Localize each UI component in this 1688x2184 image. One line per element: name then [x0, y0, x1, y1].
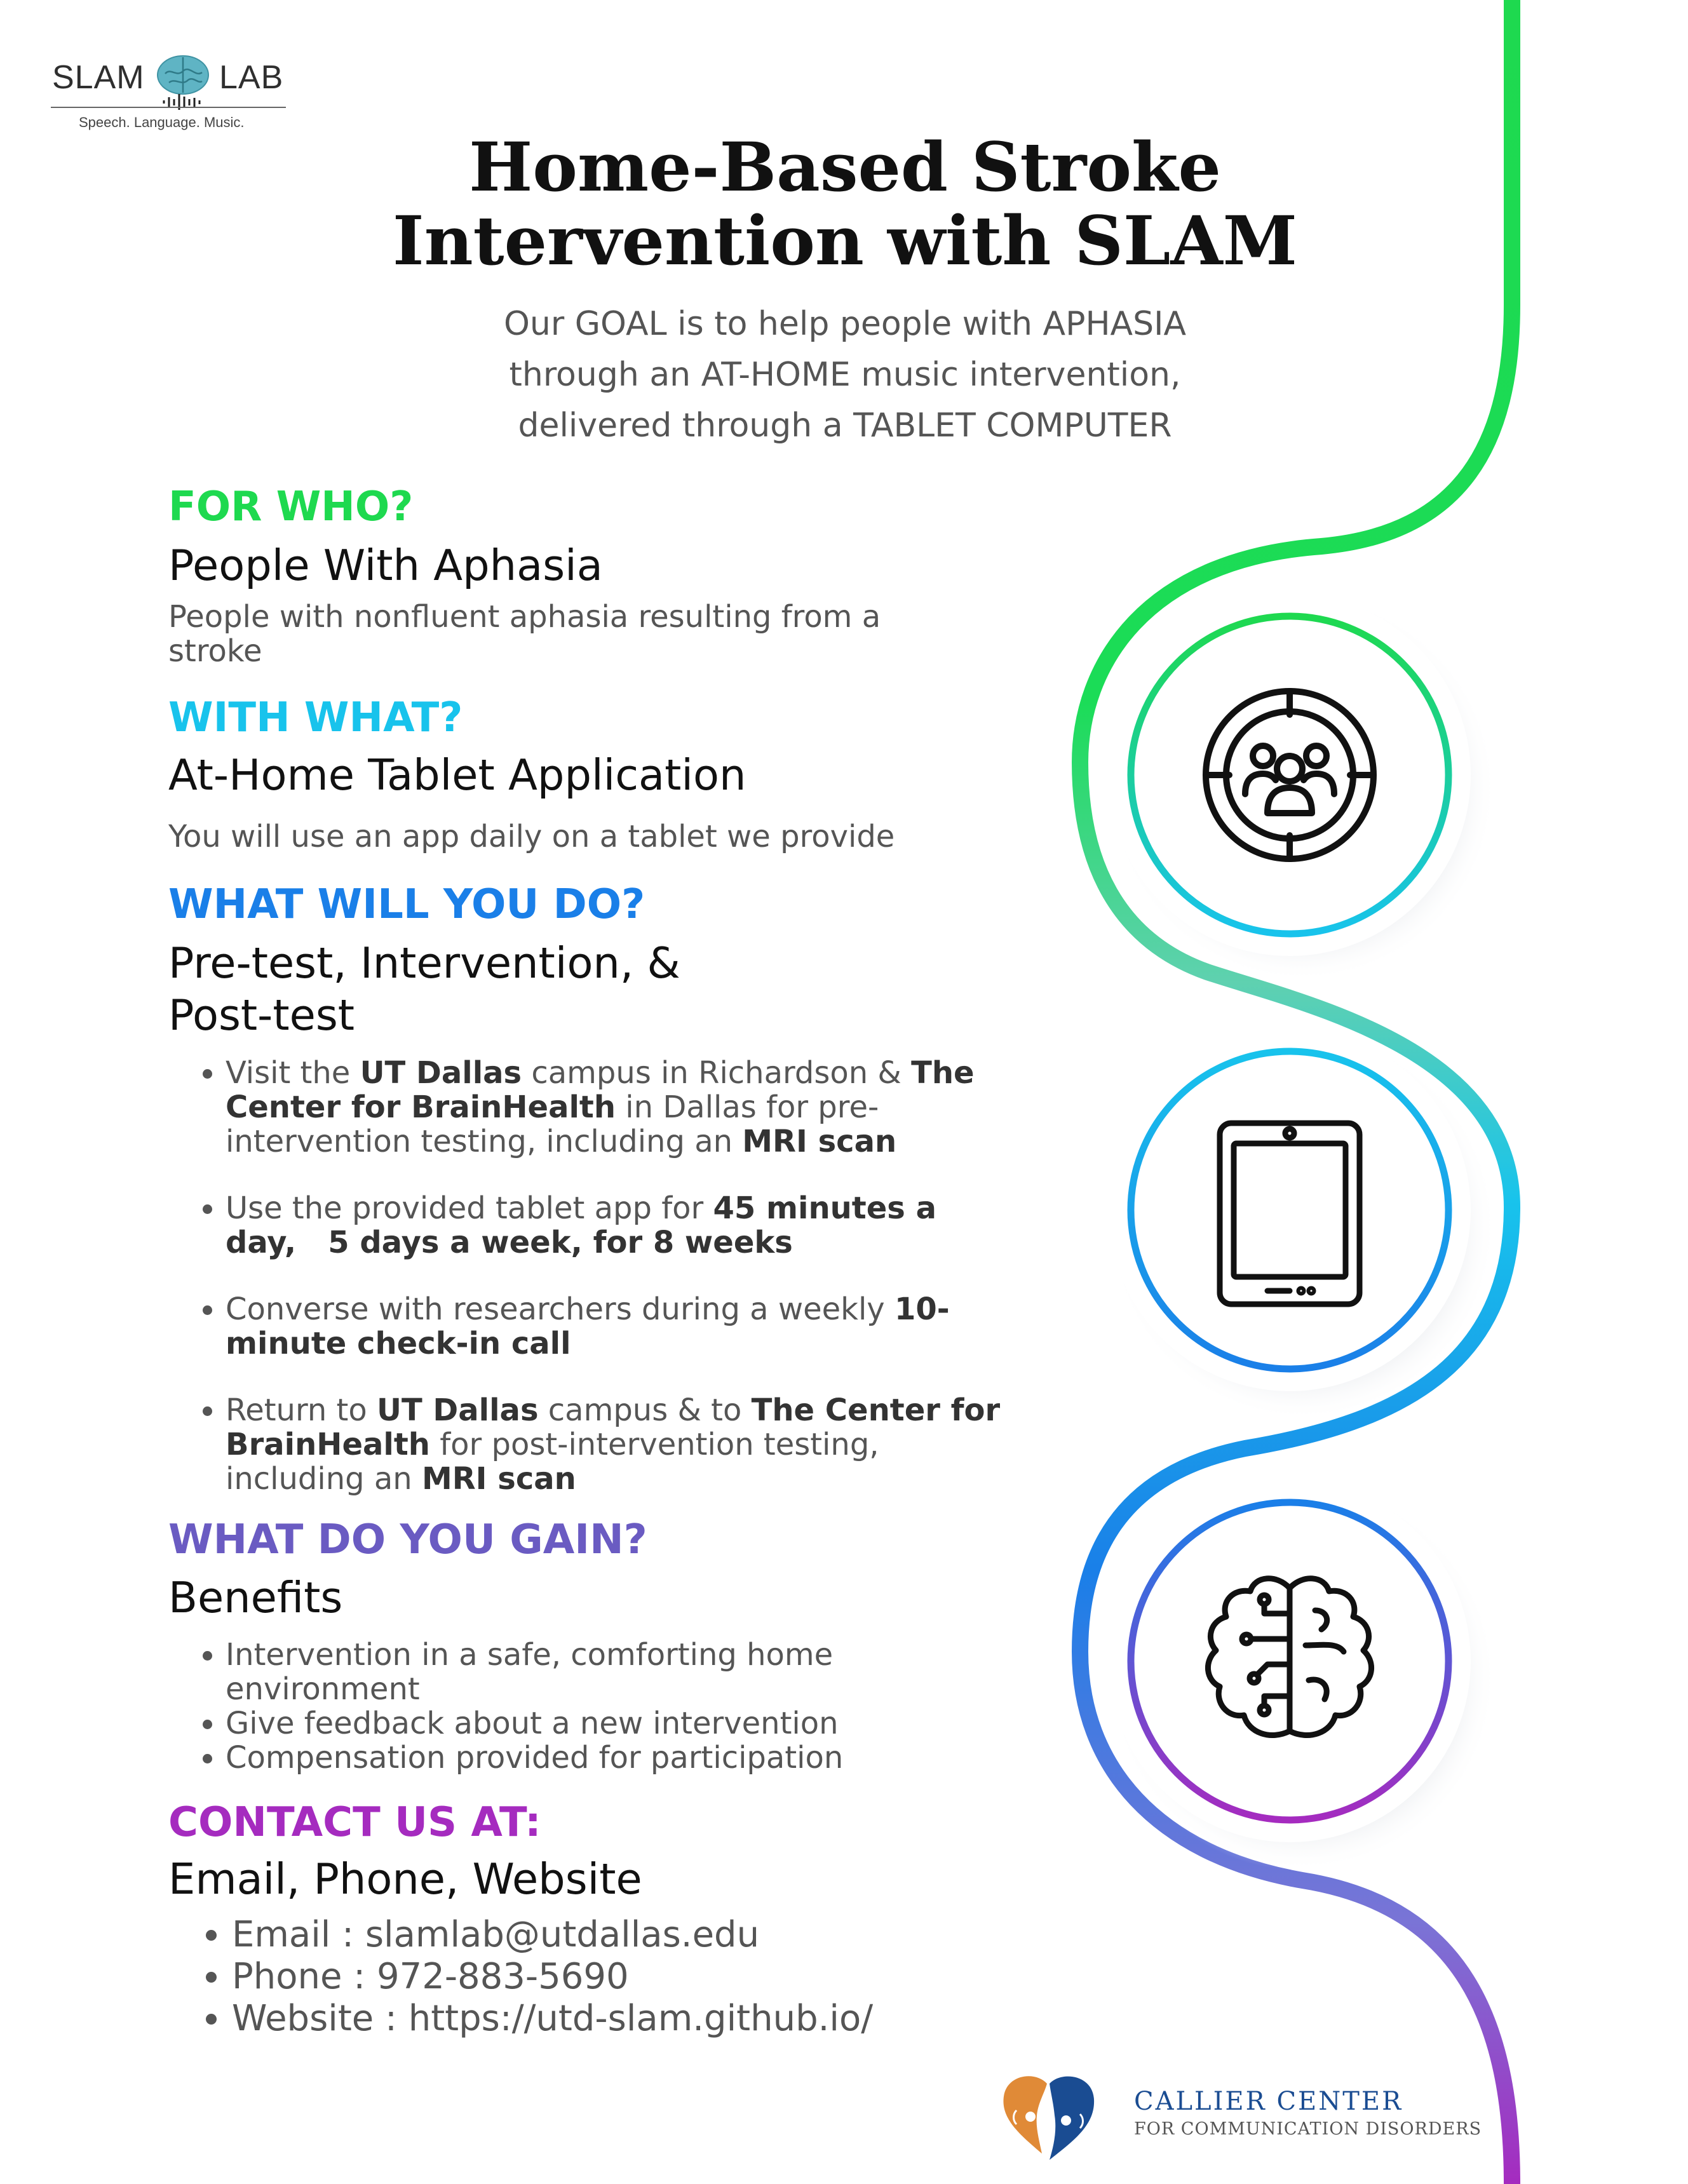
- subtitle-line-1: Our GOAL is to help people with APHASIA: [503, 305, 1187, 343]
- bullet-emphasis: minute check-in call: [226, 1326, 571, 1361]
- list-item: Converse with researchers during a weekl…: [226, 1292, 1000, 1361]
- target-people-icon: [1203, 688, 1377, 862]
- logo-text-right: LAB: [219, 59, 284, 96]
- contact-phone[interactable]: Phone : 972-883-5690: [232, 1956, 873, 1998]
- contact-question: CONTACT US AT:: [168, 1799, 541, 1846]
- gain-heading: Benefits: [168, 1573, 343, 1622]
- for-who-body-line-2: stroke: [168, 633, 262, 669]
- callier-center-logo-icon: [1003, 2076, 1095, 2160]
- what-do-question: WHAT WILL YOU DO?: [168, 881, 645, 928]
- subtitle-line-2: through an AT-HOME music intervention,: [509, 356, 1181, 394]
- bullet-emphasis: UT Dallas: [376, 1392, 539, 1428]
- bullet-text: Use the provided tablet app for: [226, 1190, 713, 1226]
- bullet-text: Return to: [226, 1392, 377, 1428]
- with-what-heading: At-Home Tablet Application: [168, 750, 746, 800]
- bullet-emphasis: 10-: [894, 1291, 950, 1327]
- for-who-question: FOR WHO?: [168, 483, 414, 530]
- contact-list: Email : slamlab@utdallas.edu Phone : 972…: [168, 1914, 873, 2040]
- bullet-emphasis: UT Dallas: [360, 1055, 522, 1091]
- bullet-emphasis: The: [911, 1055, 975, 1091]
- for-who-body: People with nonfluent aphasia resulting …: [168, 600, 881, 668]
- list-item: Return to UT Dallas campus & to The Cent…: [226, 1393, 1000, 1496]
- bullet-text: Converse with researchers during a weekl…: [226, 1291, 895, 1327]
- bullet-text: campus & to: [538, 1392, 752, 1428]
- logo-text-left: SLAM: [52, 59, 145, 96]
- bullet-emphasis: day, 5 days a week, for 8 weeks: [226, 1225, 793, 1260]
- with-what-question: WITH WHAT?: [168, 694, 463, 741]
- goal-subtitle: Our GOAL is to help people with APHASIA …: [407, 299, 1283, 451]
- callier-center-name: CALLIER CENTER: [1134, 2087, 1403, 2116]
- bullet-emphasis: Center for BrainHealth: [226, 1089, 616, 1125]
- page-title: Home-Based Stroke Intervention with SLAM: [330, 130, 1360, 278]
- bullet-text: in Dallas for pre-: [616, 1089, 879, 1125]
- contact-website[interactable]: Website : https://utd-slam.github.io/: [232, 1998, 873, 2040]
- bullet-text: intervention testing, including an: [226, 1124, 743, 1159]
- bullet-emphasis: MRI scan: [742, 1124, 897, 1159]
- title-line-1: Home-Based Stroke: [469, 127, 1221, 206]
- list-item: Visit the UT Dallas campus in Richardson…: [226, 1056, 1000, 1159]
- bullet-text: Visit the: [226, 1055, 360, 1091]
- subtitle-line-3: delivered through a TABLET COMPUTER: [518, 407, 1172, 445]
- gain-bullet-list: Intervention in a safe, comforting home …: [168, 1638, 843, 1775]
- tablet-icon: [1217, 1120, 1363, 1307]
- contact-heading: Email, Phone, Website: [168, 1854, 642, 1904]
- brain-logo-icon: [157, 55, 209, 110]
- gain-question: WHAT DO YOU GAIN?: [168, 1516, 647, 1563]
- contact-email[interactable]: Email : slamlab@utdallas.edu: [232, 1914, 873, 1956]
- logo-tagline: Speech. Language. Music.: [79, 114, 245, 130]
- bullet-emphasis: MRI scan: [421, 1461, 576, 1497]
- bullet-emphasis: 45 minutes a: [713, 1190, 936, 1226]
- what-do-heading: Pre-test, Intervention, & Post-test: [168, 937, 680, 1041]
- list-item: Compensation provided for participation: [226, 1741, 843, 1775]
- list-item: Use the provided tablet app for 45 minut…: [226, 1191, 1000, 1260]
- with-what-body: You will use an app daily on a tablet we…: [168, 819, 895, 854]
- what-do-heading-line-1: Pre-test, Intervention, &: [168, 938, 680, 988]
- bullet-emphasis: The Center for: [751, 1392, 1001, 1428]
- gain-bullet-1-line-2: environment: [226, 1671, 420, 1707]
- title-line-2: Intervention with SLAM: [392, 201, 1297, 280]
- list-item: Intervention in a safe, comforting home …: [226, 1638, 843, 1706]
- brain-circuit-icon: [1205, 1575, 1375, 1738]
- slam-lab-logo: SLAM LAB Speech. Language. Music.: [51, 44, 292, 140]
- list-item: Give feedback about a new intervention: [226, 1706, 843, 1741]
- bullet-text: including an: [226, 1461, 422, 1497]
- for-who-heading: People With Aphasia: [168, 541, 603, 590]
- callier-center-subtitle: FOR COMMUNICATION DISORDERS: [1134, 2119, 1482, 2139]
- bullet-text: campus in Richardson &: [522, 1055, 912, 1091]
- what-do-bullet-list: Visit the UT Dallas campus in Richardson…: [168, 1056, 1000, 1496]
- bullet-emphasis: BrainHealth: [226, 1427, 430, 1462]
- what-do-heading-line-2: Post-test: [168, 990, 355, 1040]
- logo-divider: [51, 107, 286, 108]
- for-who-body-line-1: People with nonfluent aphasia resulting …: [168, 599, 881, 635]
- bullet-text: for post-intervention testing,: [429, 1427, 879, 1462]
- gain-bullet-1-line-1: Intervention in a safe, comforting home: [226, 1637, 834, 1673]
